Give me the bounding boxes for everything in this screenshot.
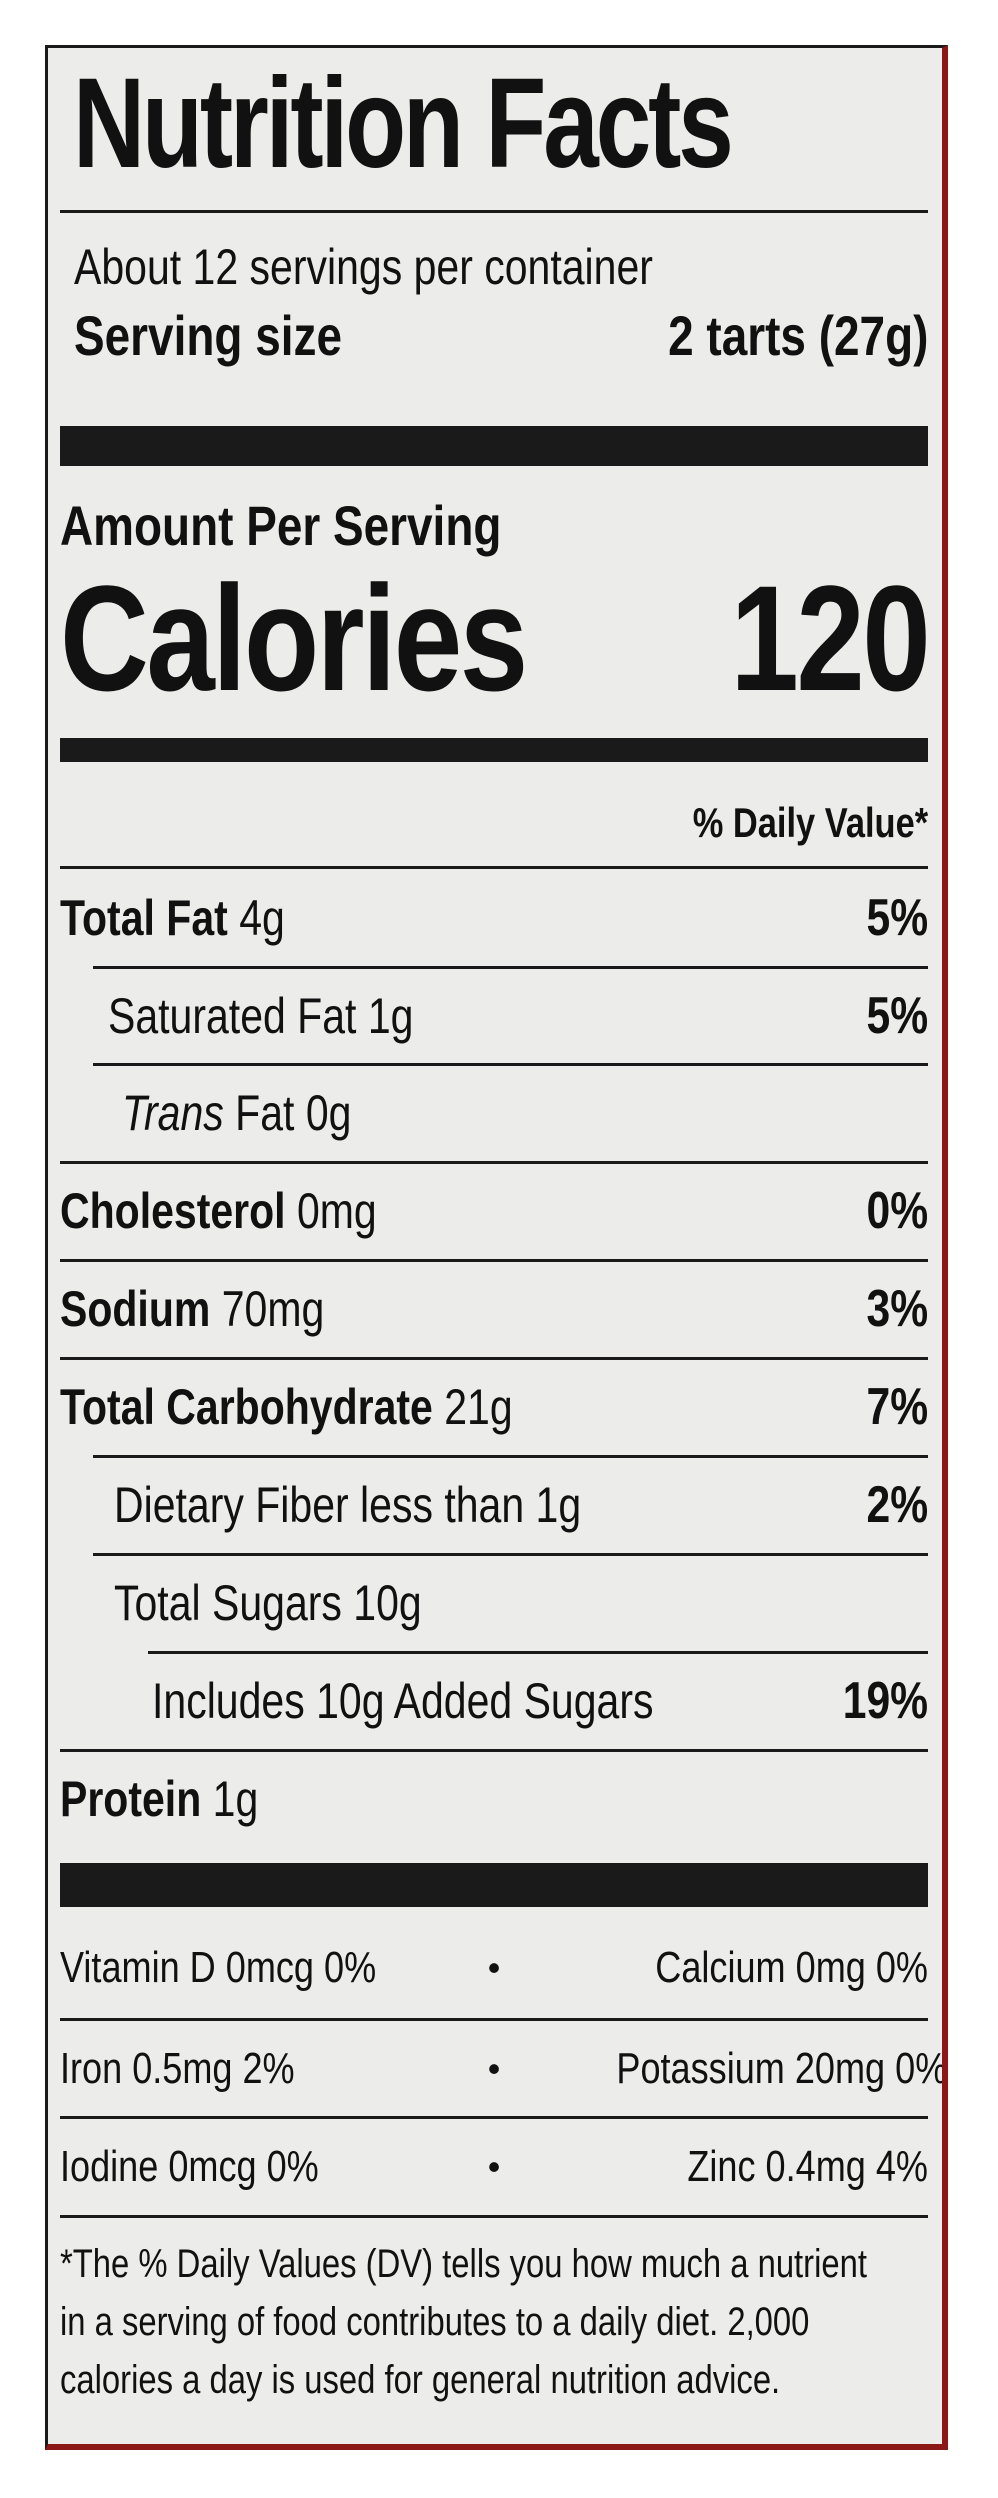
nutrition-facts-label: Nutrition Facts About 12 servings per co… [45,45,948,2450]
divider [93,1553,928,1556]
divider [60,1749,928,1752]
thick-divider [60,426,928,466]
nutrient-row-trans-fat: Trans Fat 0g [122,1085,352,1141]
calories-value: 120 [730,553,930,722]
divider [60,2116,928,2119]
nutrient-row-total-sugars: Total Sugars 10g [114,1575,422,1631]
nutrient-row-total-fat: Total Fat 4g 5% [60,889,928,947]
divider [60,1161,928,1164]
divider [60,1357,928,1360]
footnote: *The % Daily Values (DV) tells you how m… [60,2242,867,2402]
divider [93,966,928,969]
divider [148,1651,928,1654]
divider [60,210,928,213]
divider [60,2018,928,2021]
divider [60,1259,928,1262]
servings-per-container: About 12 servings per container [74,239,653,295]
nutrient-row-dietary-fiber: Dietary Fiber less than 1g 2% [114,1476,928,1534]
nutrient-row-added-sugars: Includes 10g Added Sugars 19% [152,1672,928,1730]
calories-label: Calories [60,553,528,722]
nutrient-row-saturated-fat: Saturated Fat 1g 5% [108,987,928,1045]
daily-value-header: % Daily Value* [692,799,928,846]
thick-divider [60,1863,928,1907]
divider [60,866,928,869]
thick-divider [60,738,928,762]
nutrient-row-total-carbohydrate: Total Carbohydrate 21g 7% [60,1378,928,1436]
nutrient-row-sodium: Sodium 70mg 3% [60,1280,928,1338]
label-title: Nutrition Facts [73,52,734,195]
mineral-row: Iodine 0mcg 0% • Zinc 0.4mg 4% [60,2142,928,2191]
nutrient-row-protein: Protein 1g [60,1771,259,1827]
mineral-row: Vitamin D 0mcg 0% • Calcium 0mg 0% [60,1943,928,1992]
mineral-row: Iron 0.5mg 2% • Potassium 20mg 0% [60,2044,948,2093]
divider [60,2215,928,2218]
nutrient-row-cholesterol: Cholesterol 0mg 0% [60,1182,928,1240]
serving-size-label: Serving size [74,303,342,367]
divider [93,1455,928,1458]
divider [93,1063,928,1066]
amount-per-serving: Amount Per Serving [60,494,502,557]
serving-size-value: 2 tarts (27g) [667,303,928,367]
